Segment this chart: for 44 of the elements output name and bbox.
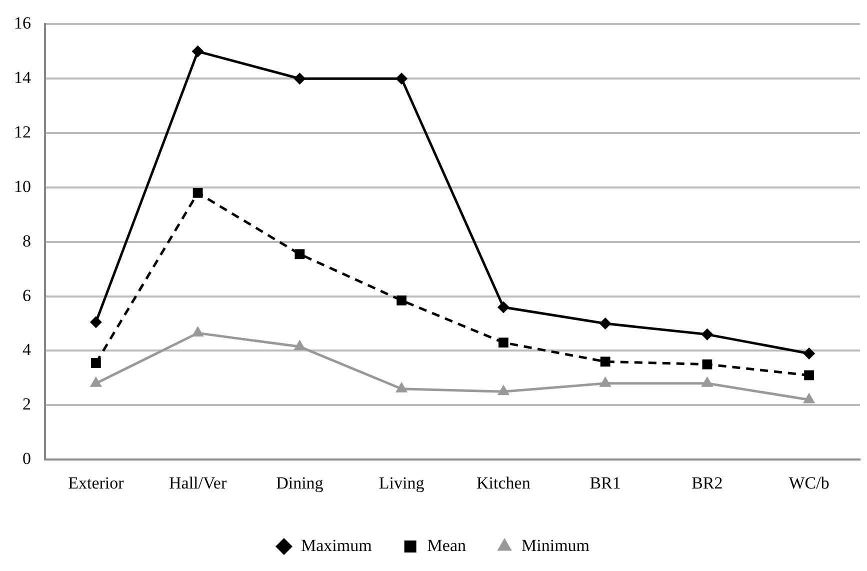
legend-label: Mean <box>427 536 467 555</box>
y-tick-label: 8 <box>22 231 31 250</box>
point <box>396 72 408 85</box>
point <box>294 72 306 85</box>
point <box>90 316 102 328</box>
point <box>803 392 816 404</box>
point <box>498 338 508 348</box>
point <box>497 301 510 314</box>
point <box>192 326 204 337</box>
point <box>294 340 306 350</box>
x-tick-label: Dining <box>276 473 324 492</box>
x-tick-label: Living <box>378 473 425 492</box>
point <box>599 376 612 387</box>
y-tick-label: 6 <box>22 286 31 305</box>
y-tick-label: 4 <box>22 340 32 360</box>
point <box>804 370 814 380</box>
point <box>599 318 612 330</box>
x-tick-label: WC/b <box>788 473 830 492</box>
x-tick-label: Hall/Ver <box>169 473 227 492</box>
point <box>90 358 101 368</box>
point <box>701 376 714 387</box>
point <box>396 382 408 392</box>
point <box>702 359 712 370</box>
legend-label: Minimum <box>522 536 590 555</box>
x-tick-label: BR2 <box>692 473 723 492</box>
x-tick-label: Kitchen <box>476 473 531 492</box>
point <box>396 295 407 306</box>
point <box>497 384 510 396</box>
y-tick-label: 0 <box>22 449 31 468</box>
y-tick-label: 12 <box>14 122 31 142</box>
x-tick-label: BR1 <box>590 473 621 492</box>
point <box>294 249 305 260</box>
point <box>803 347 816 360</box>
point <box>192 45 204 58</box>
point <box>701 328 714 340</box>
y-tick-label: 14 <box>14 68 32 88</box>
point <box>192 188 203 198</box>
point <box>600 356 610 367</box>
point <box>90 376 102 387</box>
x-tick-label: Exterior <box>68 473 124 492</box>
y-tick-label: 16 <box>14 14 31 33</box>
legend-label: Maximum <box>300 536 372 555</box>
y-tick-label: 2 <box>22 394 31 414</box>
y-tick-label: 10 <box>14 176 31 196</box>
